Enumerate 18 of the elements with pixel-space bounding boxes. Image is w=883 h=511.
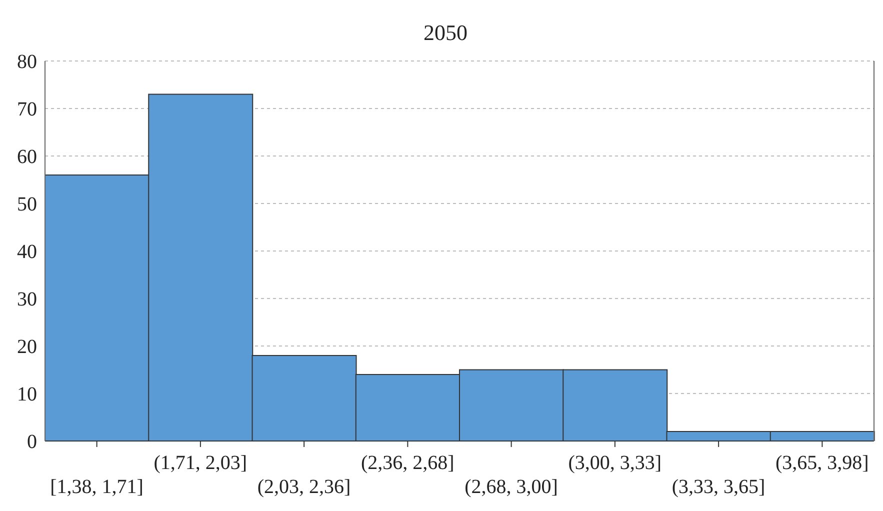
y-tick-label: 80 — [17, 51, 37, 74]
x-tick-label: (2,68, 3,00] — [464, 476, 558, 498]
x-tick-label: (3,00, 3,33] — [568, 452, 662, 474]
y-tick-label: 0 — [27, 431, 37, 454]
y-tick-label: 10 — [17, 384, 37, 406]
y-tick-label: 20 — [17, 336, 37, 358]
x-tick-label: (2,03, 2,36] — [257, 476, 351, 498]
y-tick-label: 40 — [17, 241, 37, 264]
x-tick-label: (1,71, 2,03] — [154, 452, 248, 474]
y-tick-label: 30 — [17, 288, 37, 311]
y-tick-label: 70 — [17, 98, 37, 121]
x-tick-label: (3,33, 3,65] — [672, 476, 766, 498]
x-tick-label: (2,36, 2,68] — [361, 452, 454, 474]
x-tick-label: [1,38, 1,71] — [50, 476, 144, 498]
y-tick-label: 60 — [17, 146, 37, 168]
chart-title: 2050 — [422, 20, 468, 46]
y-tick-label: 50 — [17, 194, 37, 216]
x-tick-label: (3,65, 3,98] — [776, 452, 869, 474]
